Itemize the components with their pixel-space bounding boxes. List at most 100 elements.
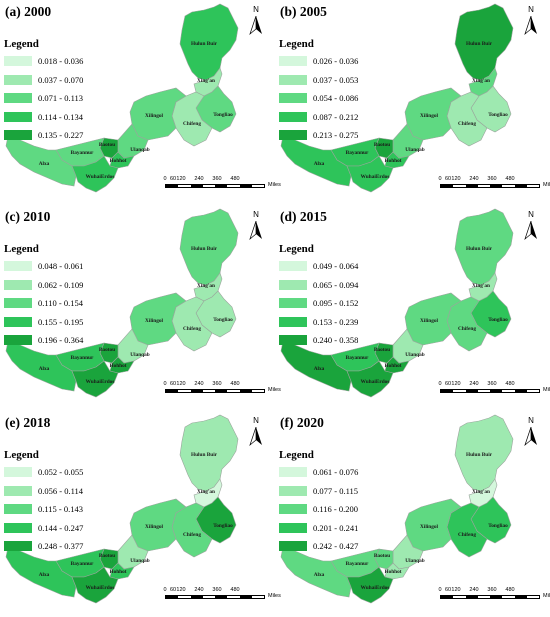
region-label-tongliao: Tongliao — [488, 317, 508, 323]
legend-label: 0.114 - 0.134 — [38, 111, 84, 122]
scale-tick: 240 — [194, 381, 204, 387]
legend-title: Legend — [4, 449, 39, 461]
legend-item: 0.114 - 0.134 — [4, 108, 83, 127]
legend-item: 0.115 - 0.143 — [4, 500, 83, 519]
region-label-chifeng: Chifeng — [458, 121, 476, 127]
legend-swatch — [4, 485, 32, 496]
region-hulunbuir — [454, 3, 514, 81]
scale-tick: 120 — [176, 381, 186, 387]
legend-label: 0.201 - 0.241 — [313, 522, 359, 533]
region-label-xingan: Xing'an — [197, 283, 215, 289]
region-label-chifeng: Chifeng — [458, 326, 476, 332]
scale-unit: Miles — [543, 593, 550, 599]
region-label-hohhot: Hohhot — [384, 158, 401, 164]
region-label-bayannur: Bayannur — [71, 150, 94, 156]
region-label-hulunbuir: Hulun Buir — [466, 41, 493, 47]
legend-label: 0.037 - 0.053 — [313, 74, 359, 85]
legend-swatch — [279, 316, 307, 327]
region-label-xingan: Xing'an — [472, 283, 490, 289]
legend-swatch — [4, 261, 32, 272]
region-alxa — [280, 340, 352, 392]
legend-swatch — [4, 279, 32, 290]
region-label-xingan: Xing'an — [472, 78, 490, 84]
region-label-wuhai-ordos: WuhaiErdos — [361, 174, 390, 180]
region-label-hulunbuir: Hulun Buir — [191, 452, 218, 458]
scale-tick: 120 — [451, 381, 461, 387]
map-panel: Hulun Buir Xing'an Tongliao Chifeng Xilingol… — [0, 0, 281, 205]
legend-item: 0.026 - 0.036 — [279, 52, 358, 71]
legend-swatch — [4, 130, 32, 141]
scale-tick: 480 — [505, 176, 515, 182]
north-label: N — [253, 5, 259, 14]
region-label-hulunbuir: Hulun Buir — [466, 246, 493, 252]
legend-label: 0.052 - 0.055 — [38, 467, 84, 478]
legend-swatch — [279, 467, 307, 478]
legend-swatch — [279, 541, 307, 552]
map-panel: Hulun Buir Xing'an Tongliao Chifeng Xilingol… — [275, 205, 550, 410]
legend-item: 0.049 - 0.064 — [279, 257, 358, 276]
choropleth-map: Hulun Buir Xing'an Tongliao Chifeng Xilingol… — [280, 3, 514, 193]
legend-item: 0.037 - 0.053 — [279, 71, 358, 90]
region-alxa — [5, 340, 77, 392]
region-label-xilingol: Xilingol — [420, 524, 438, 530]
scale-tick: 60 — [169, 381, 177, 387]
scale-unit: Miles — [268, 387, 281, 393]
legend-label: 0.065 - 0.094 — [313, 279, 359, 290]
legend-label: 0.087 - 0.212 — [313, 111, 359, 122]
region-label-chifeng: Chifeng — [183, 121, 201, 127]
north-label: N — [528, 210, 534, 219]
region-wuhai-ordos — [346, 155, 394, 193]
legend-label: 0.135 - 0.227 — [38, 130, 84, 141]
region-label-wuhai-ordos: WuhaiErdos — [361, 585, 390, 591]
choropleth-map: Hulun Buir Xing'an Tongliao Chifeng Xilingol… — [5, 414, 239, 604]
region-hulunbuir — [179, 208, 239, 286]
legend-label: 0.213 - 0.275 — [313, 130, 359, 141]
legend-swatch — [4, 541, 32, 552]
scale-tick: 0 — [163, 587, 167, 593]
region-label-alxa: Alxa — [39, 366, 50, 372]
legend-title: Legend — [279, 449, 314, 461]
region-label-baotou: Baotou — [99, 553, 115, 559]
legend-item: 0.242 - 0.427 — [279, 537, 358, 556]
legend-swatch — [279, 74, 307, 85]
region-label-baotou: Baotou — [374, 347, 390, 353]
legend-swatch — [4, 316, 32, 327]
region-wuhai-ordos — [346, 566, 394, 604]
scale-tick: 0 — [163, 176, 167, 182]
legend-item: 0.087 - 0.212 — [279, 108, 358, 127]
legend-label: 0.049 - 0.064 — [313, 261, 359, 272]
region-hulunbuir — [454, 414, 514, 492]
legend-label: 0.018 - 0.036 — [38, 56, 84, 67]
legend-swatch — [279, 279, 307, 290]
scale-tick: 120 — [451, 587, 461, 593]
legend-item: 0.144 - 0.247 — [4, 519, 83, 538]
region-label-baotou: Baotou — [99, 142, 115, 148]
region-label-chifeng: Chifeng — [183, 326, 201, 332]
scale-tick: 0 — [163, 381, 167, 387]
region-label-hulunbuir: Hulun Buir — [466, 452, 493, 458]
scale-tick: 360 — [212, 587, 222, 593]
north-label: N — [253, 416, 259, 425]
legend-item: 0.018 - 0.036 — [4, 52, 83, 71]
region-hulunbuir — [179, 3, 239, 81]
legend-label: 0.071 - 0.113 — [38, 93, 84, 104]
choropleth-map: Hulun Buir Xing'an Tongliao Chifeng Xilingol… — [280, 208, 514, 398]
region-label-hohhot: Hohhot — [384, 569, 401, 575]
legend: Legend 0.061 - 0.076 0.077 - 0.115 0.116 - … — [279, 449, 358, 556]
region-label-alxa: Alxa — [39, 572, 50, 578]
legend: Legend 0.048 - 0.061 0.062 - 0.109 0.110 - … — [4, 243, 83, 350]
legend-label: 0.061 - 0.076 — [313, 467, 359, 478]
region-label-alxa: Alxa — [314, 161, 325, 167]
legend-item: 0.213 - 0.275 — [279, 126, 358, 145]
legend-swatch — [279, 504, 307, 515]
legend-item: 0.037 - 0.070 — [4, 71, 83, 90]
legend-swatch — [279, 130, 307, 141]
region-label-bayannur: Bayannur — [71, 561, 94, 567]
region-label-bayannur: Bayannur — [71, 355, 94, 361]
map-panel: Hulun Buir Xing'an Tongliao Chifeng Xilingol… — [275, 411, 550, 616]
scale-tick: 360 — [212, 381, 222, 387]
legend-swatch — [4, 74, 32, 85]
legend-swatch — [279, 56, 307, 67]
region-alxa — [280, 546, 352, 598]
region-label-xilingol: Xilingol — [145, 318, 163, 324]
